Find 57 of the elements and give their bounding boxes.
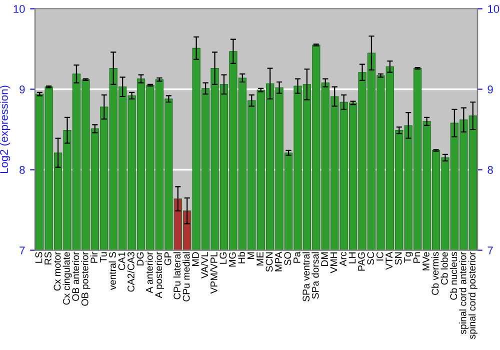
x-tick-label: VPM/VPL bbox=[210, 252, 218, 294]
x-tick-label: A anterior bbox=[146, 252, 153, 294]
x-tick-label: Cb nucleus bbox=[450, 252, 458, 300]
x-tick-label: MPA bbox=[275, 252, 282, 272]
x-tick-label: CA2/CA3 bbox=[127, 252, 134, 292]
x-tick-label: RS bbox=[44, 252, 52, 264]
x-tick-label: MD bbox=[192, 252, 199, 266]
x-tick-label: Pn bbox=[413, 252, 420, 263]
x-tick-label: OB posterior bbox=[81, 252, 90, 306]
x-tick-label: CA1 bbox=[118, 252, 126, 270]
x-tick-label: Pa bbox=[294, 252, 300, 263]
y-tick-label: 9 bbox=[20, 86, 25, 94]
y-axis-title: Log2 (expression) bbox=[0, 86, 10, 174]
x-tick-label: SCN bbox=[266, 252, 273, 272]
y2-tick-label: 8 bbox=[488, 166, 493, 174]
x-tick-label: CPu medial bbox=[182, 252, 190, 302]
x-tick-label: DM bbox=[321, 252, 328, 266]
x-tick-label: DG bbox=[136, 252, 144, 266]
x-tick-label: SPa ventral bbox=[302, 252, 310, 302]
x-tick-label: ME bbox=[256, 252, 264, 266]
x-tick-label: Cx motor bbox=[54, 252, 61, 291]
x-tick-label: spinal cord anterior bbox=[459, 252, 468, 334]
y2-tick-label: 9 bbox=[488, 86, 493, 94]
x-tick-label: ventral S bbox=[108, 252, 116, 290]
x-tick-label: CPu lateral bbox=[173, 252, 180, 300]
x-tick-label: IC bbox=[376, 252, 384, 260]
x-tick-label: Pir bbox=[90, 252, 98, 263]
x-tick-label: OB anterior bbox=[72, 252, 80, 301]
y-tick-label: 7 bbox=[20, 246, 25, 254]
y2-tick-label: 7 bbox=[488, 246, 493, 254]
x-tick-label: VMH bbox=[330, 252, 338, 274]
x-tick-label: PAG bbox=[358, 252, 365, 271]
x-tick-label: VA/VL bbox=[201, 252, 208, 278]
x-tick-label: MG bbox=[228, 252, 236, 266]
x-tick-label: M bbox=[247, 252, 254, 259]
x-tick-label: spinal cord posterior bbox=[468, 252, 478, 339]
x-tick-label: Cb lobe bbox=[440, 252, 448, 285]
x-tick-label: Cb vermis bbox=[431, 252, 439, 295]
x-tick-label: Arc bbox=[340, 252, 346, 266]
y2-tick-label: 10 bbox=[488, 5, 500, 13]
x-tick-label: GP bbox=[164, 252, 172, 266]
x-tick-label: SPa dorsal bbox=[312, 252, 319, 299]
x-tick-label: Hb bbox=[238, 252, 246, 264]
x-tick-label: VTA bbox=[386, 252, 392, 270]
x-tick-label: Tu bbox=[100, 252, 107, 262]
y-tick-label: 8 bbox=[20, 166, 25, 174]
x-tick-label: Tg bbox=[404, 252, 413, 263]
x-tick-label: A posterior bbox=[154, 252, 164, 298]
x-tick-label: LS bbox=[35, 252, 42, 263]
x-tick-label: LG bbox=[220, 252, 227, 264]
x-tick-label: MVe bbox=[422, 252, 430, 270]
y-tick-label: 10 bbox=[14, 5, 25, 13]
x-tick-label: SC bbox=[367, 252, 374, 265]
x-tick-label: LH bbox=[348, 252, 356, 264]
x-tick-label: SN bbox=[394, 252, 402, 265]
x-tick-label: SO bbox=[284, 252, 292, 266]
x-tick-label: Cx cingulate bbox=[62, 252, 72, 305]
